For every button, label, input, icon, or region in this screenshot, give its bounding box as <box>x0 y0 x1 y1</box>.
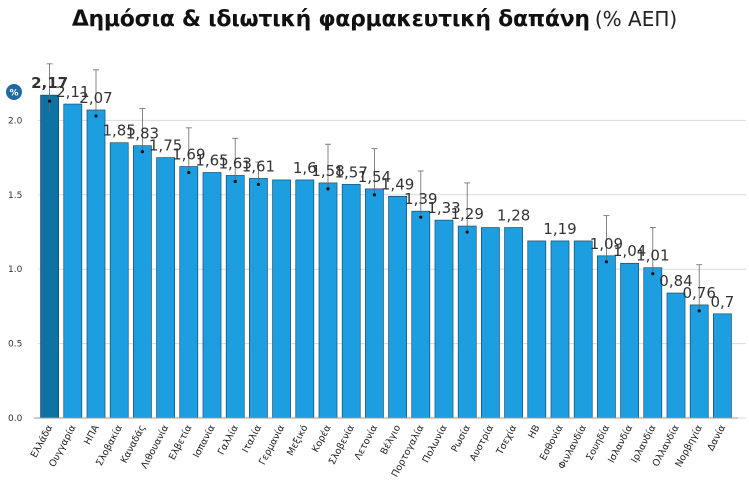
bar <box>295 179 315 419</box>
bar <box>573 240 593 419</box>
data-label: 1,09 <box>590 235 623 253</box>
bar <box>504 227 523 419</box>
bar <box>249 178 268 419</box>
bar <box>156 157 175 419</box>
data-label: 1,69 <box>172 146 205 164</box>
error-bar-dot <box>419 215 423 219</box>
bar <box>365 188 384 419</box>
data-label: 1,57 <box>334 163 367 181</box>
x-tick-label: Ιταλία <box>240 423 264 455</box>
error-bar-dot <box>233 179 237 184</box>
axis-unit-badge <box>6 84 22 100</box>
x-tick-label: Βέλγιο <box>379 423 404 457</box>
data-label: 1,39 <box>404 190 437 208</box>
bar <box>666 292 686 419</box>
data-label: 2,17 <box>31 74 68 92</box>
data-label: 1,29 <box>450 205 483 223</box>
error-bar-dot <box>326 187 330 191</box>
bar <box>481 227 500 419</box>
data-label: 1,04 <box>613 242 646 260</box>
x-tick-label: ΗΠΑ <box>82 423 102 447</box>
bar <box>318 182 338 419</box>
x-tick-label: Τσεχία <box>494 423 519 457</box>
bar <box>109 142 129 419</box>
x-tick-label: Γαλλία <box>216 423 241 457</box>
data-label: 2,11 <box>56 83 89 101</box>
x-tick-label: Ισπανία <box>191 423 217 460</box>
bar <box>550 240 570 419</box>
bar <box>202 172 222 419</box>
error-bar-dot <box>465 230 469 234</box>
chart-title: Δημόσια & ιδιωτική φαρμακευτική δαπάνη (… <box>0 7 749 32</box>
data-label: 1,54 <box>358 168 391 186</box>
error-bar-dot <box>94 114 98 118</box>
data-label: 1,01 <box>636 247 669 265</box>
data-label: 1,65 <box>195 151 228 169</box>
data-label: 1,58 <box>311 162 344 180</box>
data-label: 1,75 <box>149 137 182 155</box>
error-bar-dot <box>48 99 52 103</box>
error-bar-dot <box>187 170 191 175</box>
bar <box>527 240 547 419</box>
x-tick-label: Μεξικό <box>285 423 310 458</box>
error-bar-dot <box>256 182 260 187</box>
bar <box>388 195 407 419</box>
error-bar-dot <box>372 193 376 197</box>
y-tick-label: 2.0 <box>8 116 23 126</box>
error-bar-dot <box>604 260 609 264</box>
y-tick-label: 0.5 <box>8 340 22 350</box>
data-label: 1,33 <box>427 199 460 217</box>
y-tick-label: 0.0 <box>8 414 23 424</box>
bar <box>133 145 152 419</box>
bar <box>341 184 361 419</box>
bar <box>457 225 477 419</box>
data-label: 0,76 <box>682 284 715 302</box>
error-bar-dot <box>697 309 701 313</box>
data-label: 0,7 <box>710 293 734 311</box>
data-label: 1,28 <box>497 207 530 225</box>
bar <box>643 267 663 419</box>
bar <box>620 262 639 419</box>
bar <box>689 304 709 419</box>
y-tick-label: 1.5 <box>8 191 22 201</box>
bar <box>179 166 199 419</box>
data-label: 1,6 <box>293 159 317 177</box>
bar <box>597 255 616 419</box>
axis-unit-badge-text: % <box>9 89 18 99</box>
bar <box>411 210 431 419</box>
data-label: 1,49 <box>381 175 414 193</box>
data-label: 1,83 <box>126 125 159 143</box>
data-label: 0,84 <box>659 272 692 290</box>
data-label: 1,85 <box>102 122 135 140</box>
chart-unit-label: (% ΑΕΠ) <box>594 7 678 31</box>
bar <box>86 109 106 419</box>
x-tick-label: Δανία <box>705 423 728 452</box>
bar <box>225 175 245 419</box>
data-label: 1,61 <box>242 157 275 175</box>
data-label: 1,63 <box>218 154 251 172</box>
x-tick-label: Ελβετία <box>167 423 195 462</box>
chart-title-text: Δημόσια & ιδιωτική φαρμακευτική δαπάνη <box>71 7 590 32</box>
x-tick-label: ΗΒ <box>526 423 542 440</box>
x-tick-label: Λετονία <box>353 423 381 462</box>
x-tick-label: Ρωσία <box>449 423 472 454</box>
data-label: 1,19 <box>543 220 576 238</box>
bar <box>40 94 59 419</box>
data-label: 2,07 <box>79 89 112 107</box>
error-bar-dot <box>140 150 144 154</box>
bar <box>272 179 291 419</box>
bar <box>434 219 454 419</box>
bar <box>713 313 732 419</box>
error-bar-dot <box>651 272 655 276</box>
x-tick-label: Κορέα <box>310 423 334 454</box>
y-tick-label: 1.0 <box>8 265 23 275</box>
bar <box>63 103 83 419</box>
